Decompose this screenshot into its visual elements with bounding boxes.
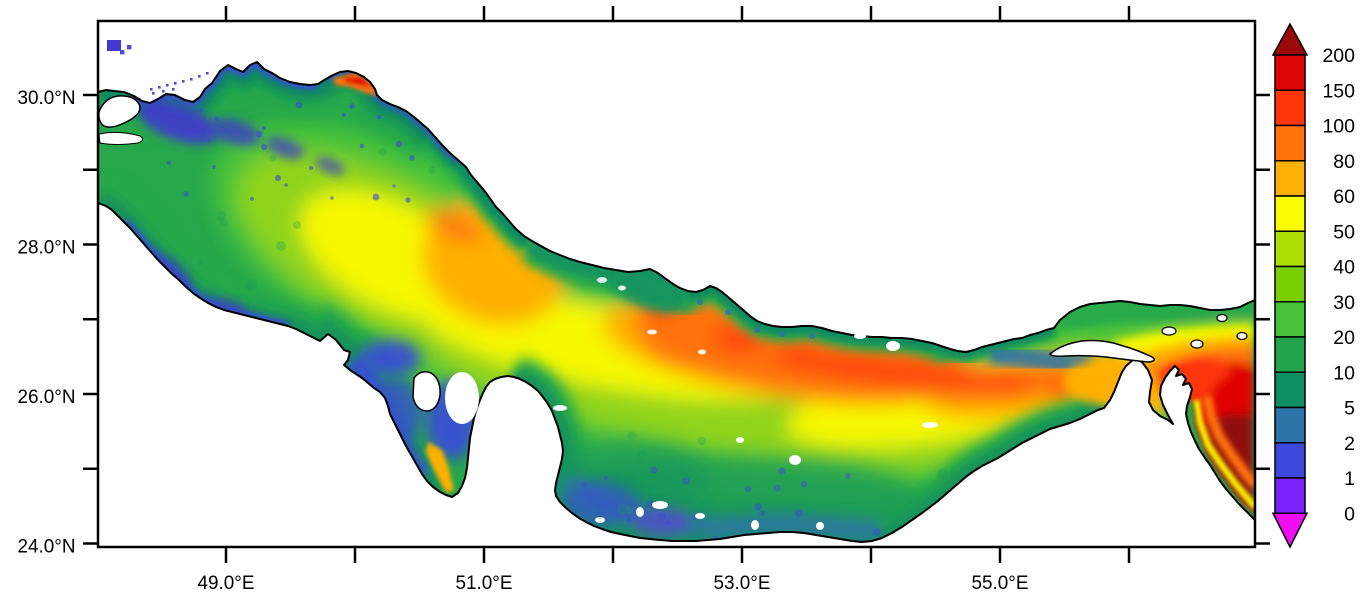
svg-text:200: 200 [1322,45,1355,67]
svg-text:0: 0 [1344,503,1355,525]
svg-text:49.0°E: 49.0°E [198,572,255,594]
svg-text:80: 80 [1333,151,1355,173]
svg-text:100: 100 [1322,116,1355,138]
svg-text:30: 30 [1333,292,1355,314]
svg-text:5: 5 [1344,398,1355,420]
svg-text:10: 10 [1333,362,1355,384]
svg-text:20: 20 [1333,327,1355,349]
svg-text:28.0°N: 28.0°N [18,237,76,259]
svg-text:53.0°E: 53.0°E [714,572,771,594]
svg-text:24.0°N: 24.0°N [18,536,76,558]
svg-text:51.0°E: 51.0°E [456,572,513,594]
svg-text:50: 50 [1333,221,1355,243]
svg-text:40: 40 [1333,257,1355,279]
svg-text:55.0°E: 55.0°E [972,572,1029,594]
svg-text:60: 60 [1333,186,1355,208]
svg-text:1: 1 [1344,468,1355,490]
svg-text:26.0°N: 26.0°N [18,386,76,408]
svg-text:30.0°N: 30.0°N [18,87,76,109]
svg-text:150: 150 [1322,80,1355,102]
svg-text:2: 2 [1344,433,1355,455]
